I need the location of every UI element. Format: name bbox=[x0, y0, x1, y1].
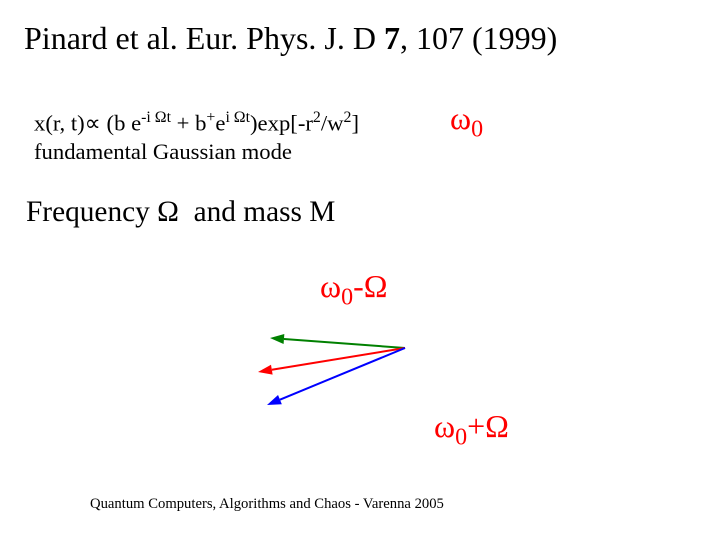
arrow-head bbox=[267, 395, 282, 405]
arrow-head bbox=[270, 334, 284, 344]
arrow-line bbox=[272, 348, 405, 370]
arrow-line bbox=[284, 339, 405, 348]
arrow-head bbox=[258, 365, 273, 375]
arrow-line bbox=[280, 348, 405, 400]
arrows-diagram bbox=[0, 0, 720, 540]
